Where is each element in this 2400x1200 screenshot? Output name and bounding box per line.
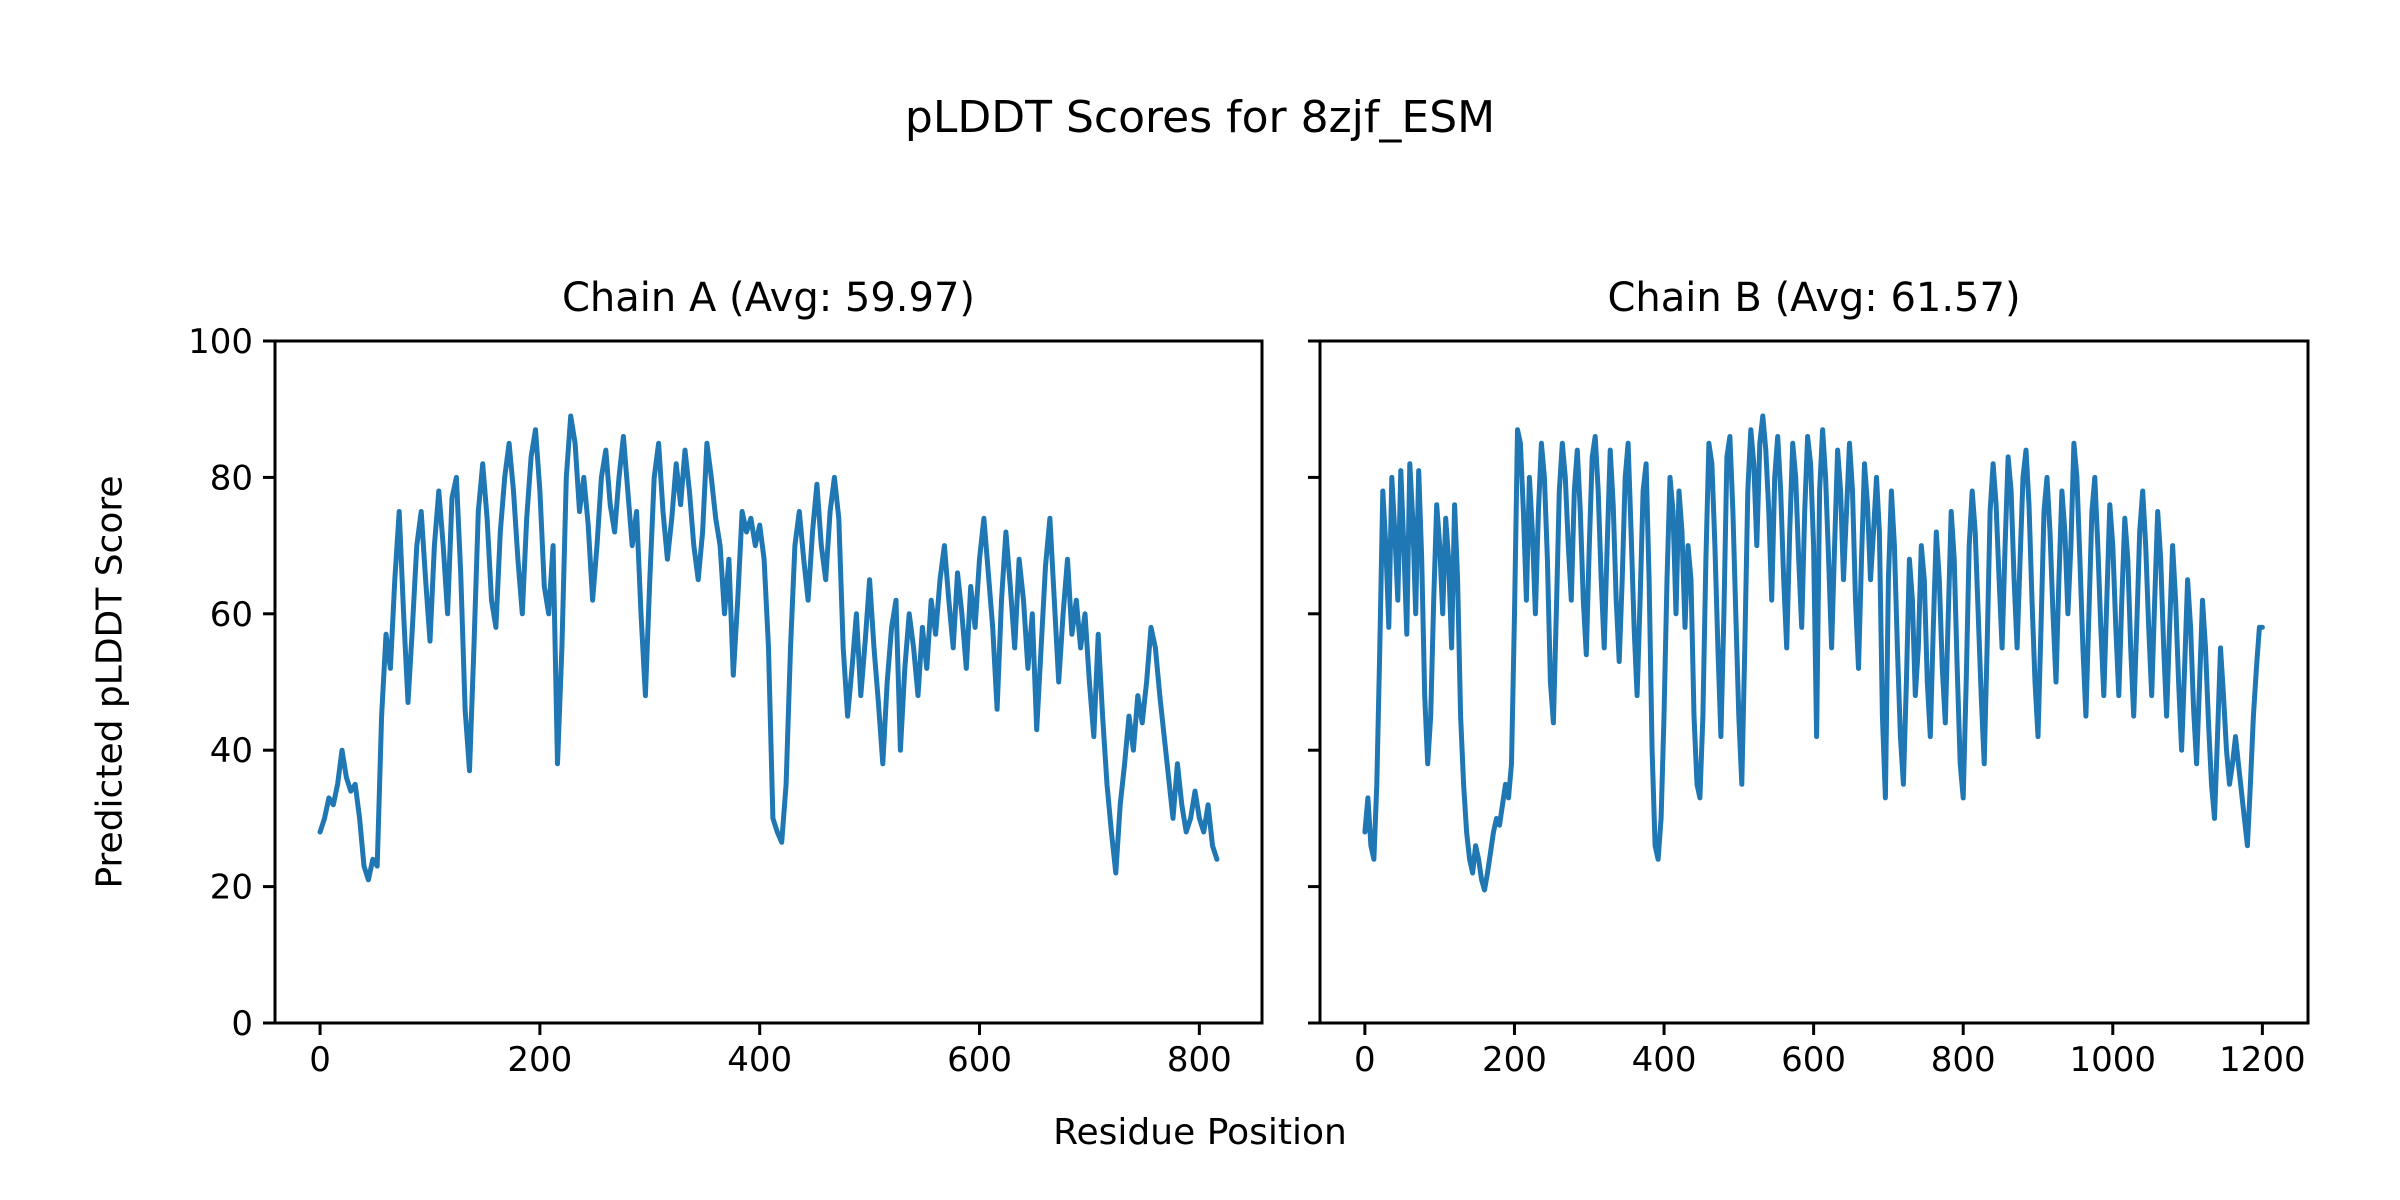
chain-a-trace [317, 413, 1220, 883]
y-tick-label: 60 [210, 595, 253, 635]
x-tick-label: 200 [1482, 1040, 1547, 1080]
y-tick-label: 100 [188, 322, 253, 362]
x-tick-label: 600 [947, 1040, 1012, 1080]
axes-spines-chain-a [273, 339, 1264, 1025]
y-tick-label: 40 [210, 731, 253, 771]
y-tick-label: 20 [210, 868, 253, 908]
x-tick-label: 1200 [2219, 1040, 2306, 1080]
x-tick-label: 800 [1931, 1040, 1996, 1080]
x-tick-label: 600 [1781, 1040, 1846, 1080]
x-axis-label: Residue Position [1053, 1112, 1347, 1153]
x-tick-label: 200 [507, 1040, 572, 1080]
x-tick-label: 800 [1167, 1040, 1232, 1080]
x-tick-label: 0 [1354, 1040, 1376, 1080]
figure-title: pLDDT Scores for 8zjf_ESM [904, 92, 1496, 143]
chain-b-trace [1362, 413, 2265, 893]
x-tick-label: 400 [727, 1040, 792, 1080]
y-tick-label: 0 [231, 1004, 253, 1044]
x-tick-label: 1000 [2070, 1040, 2157, 1080]
y-tick-label: 80 [210, 458, 253, 498]
x-tick-label: 400 [1632, 1040, 1697, 1080]
x-tick-label: 0 [309, 1040, 331, 1080]
subplot-title-chain-b: Chain B (Avg: 61.57) [1607, 275, 2021, 321]
subplot-title-chain-a: Chain A (Avg: 59.97) [561, 275, 976, 321]
